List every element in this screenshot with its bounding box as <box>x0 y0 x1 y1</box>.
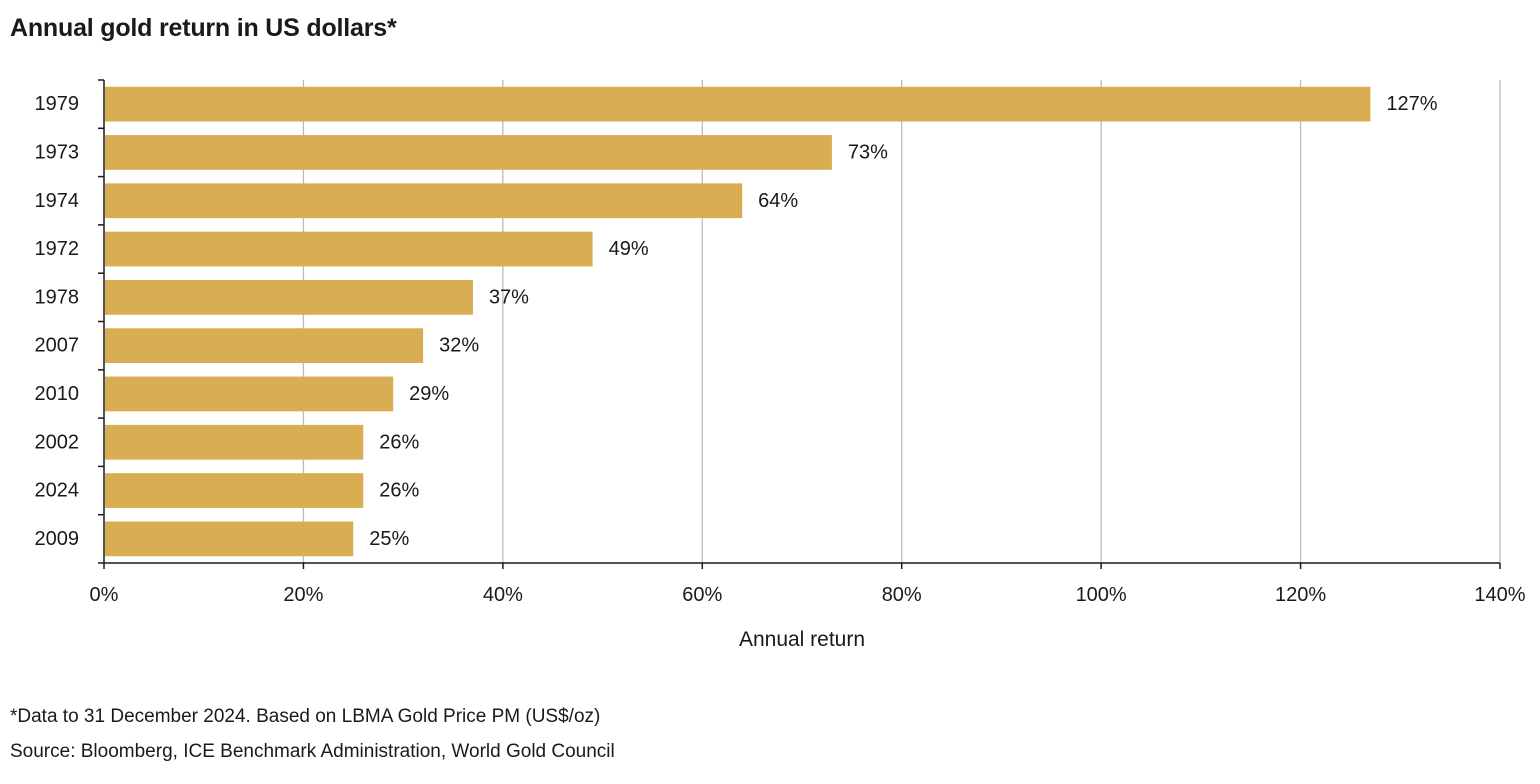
data-label: 25% <box>369 528 409 550</box>
bar-chart: 1979 127% 1973 73% 1974 64% 1972 49% 1978 37% 2007… <box>35 79 1526 651</box>
category-label: 1979 <box>35 93 80 115</box>
x-tick-label: 120% <box>1275 584 1326 606</box>
bar-1979 <box>105 86 1371 122</box>
data-footnote: *Data to 31 December 2024. Based on LBMA… <box>10 706 601 727</box>
x-tick-label: 0% <box>90 584 119 606</box>
category-label: 1972 <box>35 238 80 260</box>
bar-1972 <box>105 231 593 267</box>
data-label: 127% <box>1386 93 1437 115</box>
category-label: 2009 <box>35 528 80 550</box>
category-label: 2007 <box>35 335 80 357</box>
bar-1973 <box>105 135 832 170</box>
chart-title: Annual gold return in US dollars* <box>10 14 397 42</box>
category-label: 2002 <box>35 431 80 453</box>
x-tick-label: 40% <box>483 584 523 606</box>
x-tick-label: 60% <box>682 584 722 606</box>
x-tick-label: 140% <box>1474 584 1525 606</box>
category-label: 1973 <box>35 141 80 163</box>
category-label: 2024 <box>35 480 80 502</box>
x-axis-title: Annual return <box>739 628 865 651</box>
data-label: 37% <box>489 286 529 308</box>
category-label: 2010 <box>35 383 80 405</box>
bars <box>105 86 1371 557</box>
bar-2002 <box>105 424 364 460</box>
bar-2024 <box>105 473 364 508</box>
x-tick-label: 80% <box>882 584 922 606</box>
data-label: 29% <box>409 383 449 405</box>
data-label: 64% <box>758 190 798 212</box>
data-label: 26% <box>379 431 419 453</box>
category-label: 1978 <box>35 286 80 308</box>
data-label: 73% <box>848 141 888 163</box>
source-note: Source: Bloomberg, ICE Benchmark Adminis… <box>10 741 615 762</box>
x-tick-label: 100% <box>1076 584 1127 606</box>
x-tick-label: 20% <box>283 584 323 606</box>
data-label: 32% <box>439 335 479 357</box>
data-label: 49% <box>609 238 649 260</box>
category-label: 1974 <box>35 190 80 212</box>
bar-1974 <box>105 183 743 219</box>
labels: 1979 127% 1973 73% 1974 64% 1972 49% 1978 37% 2007… <box>35 79 1526 606</box>
data-label: 26% <box>379 480 419 502</box>
bar-1978 <box>105 279 473 315</box>
bar-2009 <box>105 521 354 557</box>
bar-2010 <box>105 376 394 412</box>
bar-2007 <box>105 328 424 364</box>
